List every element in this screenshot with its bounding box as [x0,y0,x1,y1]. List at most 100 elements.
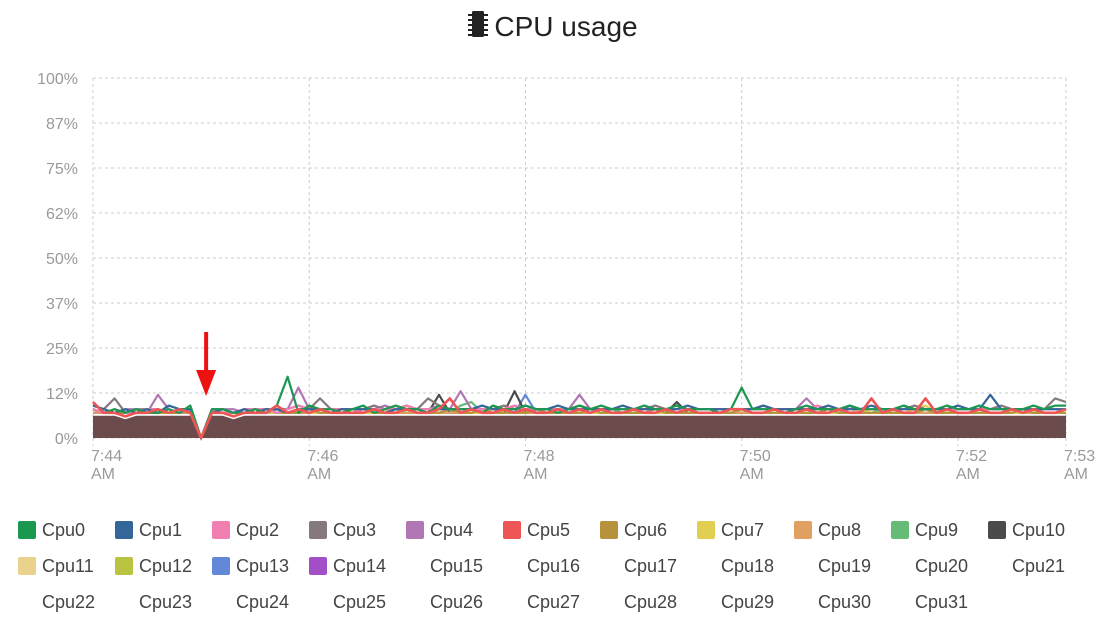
legend-item-cpu14[interactable]: Cpu14 [309,556,406,577]
usage-area [93,415,1066,441]
legend-item-cpu22[interactable]: Cpu22 [18,592,115,613]
legend-row: Cpu0 Cpu1 Cpu2 Cpu3 Cpu4 Cpu5 Cpu6 Cpu7 Cpu8 Cpu9… [18,512,1098,548]
legend-label: Cpu18 [721,555,775,576]
legend-item-cpu12[interactable]: Cpu12 [115,556,212,577]
legend-item-cpu8[interactable]: Cpu8 [794,520,891,541]
legend-label: Cpu25 [333,591,387,612]
chart-title: CPU usage [0,10,1106,45]
legend-label: Cpu6 [624,519,668,540]
legend-item-cpu16[interactable]: Cpu16 [503,556,600,577]
legend-item-cpu24[interactable]: Cpu24 [212,592,309,613]
legend-label: Cpu30 [818,591,872,612]
legend-item-cpu31[interactable]: Cpu31 [891,592,988,613]
x-tick-label-ampm: AM [307,466,331,483]
chart-grid [92,77,1067,446]
series-line-cpu0 [92,375,1066,440]
y-tick-label: 75% [46,161,78,178]
legend-swatch [891,521,909,539]
x-tick-label-ampm: AM [523,466,547,483]
legend-label: Cpu9 [915,519,959,540]
legend-label: Cpu8 [818,519,862,540]
cpu-chart: 100%87%75%62%50%37%25%12%0% 7:44AM7:46AM… [37,71,1095,483]
legend-item-cpu11[interactable]: Cpu11 [18,556,115,577]
y-axis: 100% 87% 75% 62% 50% 37% 25% 12% 0% [37,71,78,448]
x-tick-label-ampm: AM [91,466,115,483]
x-tick-label: 7:46 [307,448,338,465]
legend-item-cpu17[interactable]: Cpu17 [600,556,697,577]
down-arrow-icon [196,370,217,396]
legend-item-cpu4[interactable]: Cpu4 [406,520,503,541]
legend-label: Cpu11 [42,555,94,576]
legend-item-cpu15[interactable]: Cpu15 [406,556,503,577]
legend-label: Cpu3 [333,519,377,540]
legend-row: Cpu11 Cpu12 Cpu13 Cpu14 Cpu15 Cpu16 Cpu17 Cpu18… [18,548,1098,584]
legend-swatch [600,521,618,539]
legend-label: Cpu27 [527,591,581,612]
plot-area[interactable] [92,375,1067,441]
legend-item-cpu0[interactable]: Cpu0 [18,520,115,541]
legend-item-cpu9[interactable]: Cpu9 [891,520,988,541]
legend-item-cpu6[interactable]: Cpu6 [600,520,697,541]
y-tick-label: 12% [46,386,78,403]
legend-swatch [18,521,36,539]
legend-item-cpu23[interactable]: Cpu23 [115,592,212,613]
legend-item-cpu13[interactable]: Cpu13 [212,556,309,577]
y-tick-label: 62% [46,206,78,223]
legend-label: Cpu10 [1012,519,1066,540]
legend-item-cpu29[interactable]: Cpu29 [697,592,794,613]
legend-label: Cpu12 [139,555,193,576]
legend-item-cpu10[interactable]: Cpu10 [988,520,1085,541]
legend-label: Cpu13 [236,555,290,576]
legend-item-cpu19[interactable]: Cpu19 [794,556,891,577]
legend-item-cpu5[interactable]: Cpu5 [503,520,600,541]
y-tick-label: 0% [55,431,78,448]
legend-swatch [309,521,327,539]
legend-item-cpu7[interactable]: Cpu7 [697,520,794,541]
legend-item-cpu27[interactable]: Cpu27 [503,592,600,613]
x-tick-label: 7:52 [956,448,987,465]
y-tick-label: 50% [46,251,78,268]
legend-label: Cpu19 [818,555,872,576]
legend-label: Cpu26 [430,591,484,612]
legend-item-cpu3[interactable]: Cpu3 [309,520,406,541]
chart-legend: Cpu0 Cpu1 Cpu2 Cpu3 Cpu4 Cpu5 Cpu6 Cpu7 Cpu8 Cpu9… [18,512,1098,620]
x-tick-label: 7:44 [91,448,122,465]
legend-label: Cpu20 [915,555,969,576]
legend-label: Cpu24 [236,591,290,612]
legend-item-cpu1[interactable]: Cpu1 [115,520,212,541]
legend-item-cpu25[interactable]: Cpu25 [309,592,406,613]
x-tick-label-ampm: AM [740,466,764,483]
y-tick-label: 100% [37,71,78,88]
legend-swatch [212,521,230,539]
chart-title-text: CPU usage [494,11,638,42]
legend-item-cpu21[interactable]: Cpu21 [988,556,1085,577]
x-tick-label: 7:48 [523,448,554,465]
legend-item-cpu26[interactable]: Cpu26 [406,592,503,613]
legend-item-cpu30[interactable]: Cpu30 [794,592,891,613]
legend-label: Cpu5 [527,519,571,540]
legend-label: Cpu14 [333,555,387,576]
legend-label: Cpu21 [1012,555,1066,576]
legend-label: Cpu23 [139,591,193,612]
legend-label: Cpu2 [236,519,280,540]
x-tick-label-ampm: AM [956,466,980,483]
legend-swatch [309,557,327,575]
legend-item-cpu20[interactable]: Cpu20 [891,556,988,577]
y-tick-label: 25% [46,341,78,358]
legend-swatch [115,557,133,575]
legend-label: Cpu28 [624,591,678,612]
legend-item-cpu2[interactable]: Cpu2 [212,520,309,541]
legend-swatch [18,557,36,575]
legend-item-cpu28[interactable]: Cpu28 [600,592,697,613]
legend-label: Cpu22 [42,591,96,612]
legend-label: Cpu15 [430,555,484,576]
legend-swatch [697,521,715,539]
x-tick-label: 7:50 [740,448,771,465]
x-tick-label: 7:53 [1064,448,1095,465]
legend-label: Cpu16 [527,555,581,576]
legend-swatch [115,521,133,539]
legend-swatch [503,521,521,539]
legend-label: Cpu29 [721,591,775,612]
legend-item-cpu18[interactable]: Cpu18 [697,556,794,577]
